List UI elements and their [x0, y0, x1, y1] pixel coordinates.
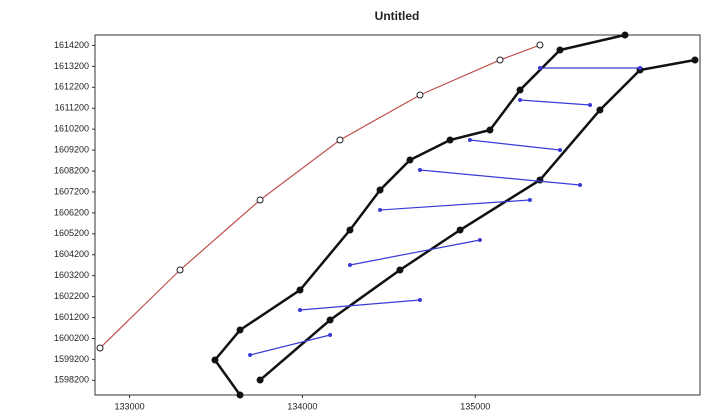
y-tick-label: 1599200 — [54, 354, 89, 364]
data-point — [256, 196, 264, 204]
data-point — [376, 186, 384, 194]
data-point — [456, 226, 464, 234]
data-point — [326, 316, 334, 324]
data-point — [347, 263, 352, 268]
data-point — [236, 391, 244, 399]
data-point — [346, 226, 354, 234]
data-point — [518, 98, 523, 103]
data-point — [486, 126, 494, 134]
data-point — [536, 176, 544, 184]
data-point — [256, 376, 264, 384]
y-tick-label: 1604200 — [54, 249, 89, 259]
data-point — [537, 66, 542, 71]
y-tick-label: 1613200 — [54, 61, 89, 71]
y-tick-label: 1609200 — [54, 144, 89, 154]
data-point — [336, 136, 344, 144]
y-tick-label: 1601200 — [54, 312, 89, 322]
data-point — [691, 56, 699, 64]
y-tick-label: 1610200 — [54, 124, 89, 134]
y-tick-label: 1611200 — [55, 103, 89, 113]
y-tick-label: 1607200 — [54, 186, 89, 196]
x-tick-label: 133000 — [115, 401, 145, 411]
data-point — [298, 308, 303, 313]
series-line — [99, 44, 541, 349]
data-point — [211, 356, 219, 364]
plot-frame — [94, 34, 701, 396]
y-tick-label: 1602200 — [54, 291, 89, 301]
data-point — [236, 326, 244, 334]
y-tick-label: 1608200 — [54, 165, 89, 175]
data-point — [396, 266, 404, 274]
x-tick-label: 134000 — [287, 401, 317, 411]
data-point — [467, 138, 472, 143]
data-point — [416, 91, 424, 99]
data-point — [638, 66, 643, 71]
series-line — [213, 33, 626, 396]
data-point — [417, 168, 422, 172]
data-point — [477, 237, 482, 242]
y-tick-label: 1614200 — [54, 40, 89, 50]
data-point — [556, 46, 564, 54]
data-point — [328, 333, 333, 338]
x-tick-label: 135000 — [460, 401, 490, 411]
data-point — [446, 136, 454, 144]
data-point — [536, 41, 544, 49]
data-point — [578, 183, 583, 188]
series-line — [249, 67, 641, 356]
y-tick-label: 1606200 — [54, 207, 89, 217]
y-tick-label: 1603200 — [54, 270, 89, 280]
data-point — [176, 266, 184, 274]
y-tick-label: 1612200 — [54, 82, 89, 92]
data-point — [588, 103, 593, 108]
data-point — [296, 286, 304, 294]
data-point — [378, 208, 383, 213]
data-point — [527, 198, 532, 203]
y-tick-label: 1605200 — [54, 228, 89, 238]
chart-title: Untitled — [375, 9, 420, 23]
data-point — [621, 31, 629, 39]
series-line — [259, 58, 696, 381]
y-tick-label: 1598200 — [54, 375, 89, 385]
data-point — [557, 148, 562, 153]
data-point — [596, 106, 604, 114]
y-tick-label: 1600200 — [54, 333, 89, 343]
data-point — [96, 344, 104, 352]
data-point — [496, 56, 504, 64]
data-point — [516, 86, 524, 94]
data-point — [406, 156, 414, 164]
data-point — [417, 297, 422, 302]
data-point — [248, 353, 253, 358]
